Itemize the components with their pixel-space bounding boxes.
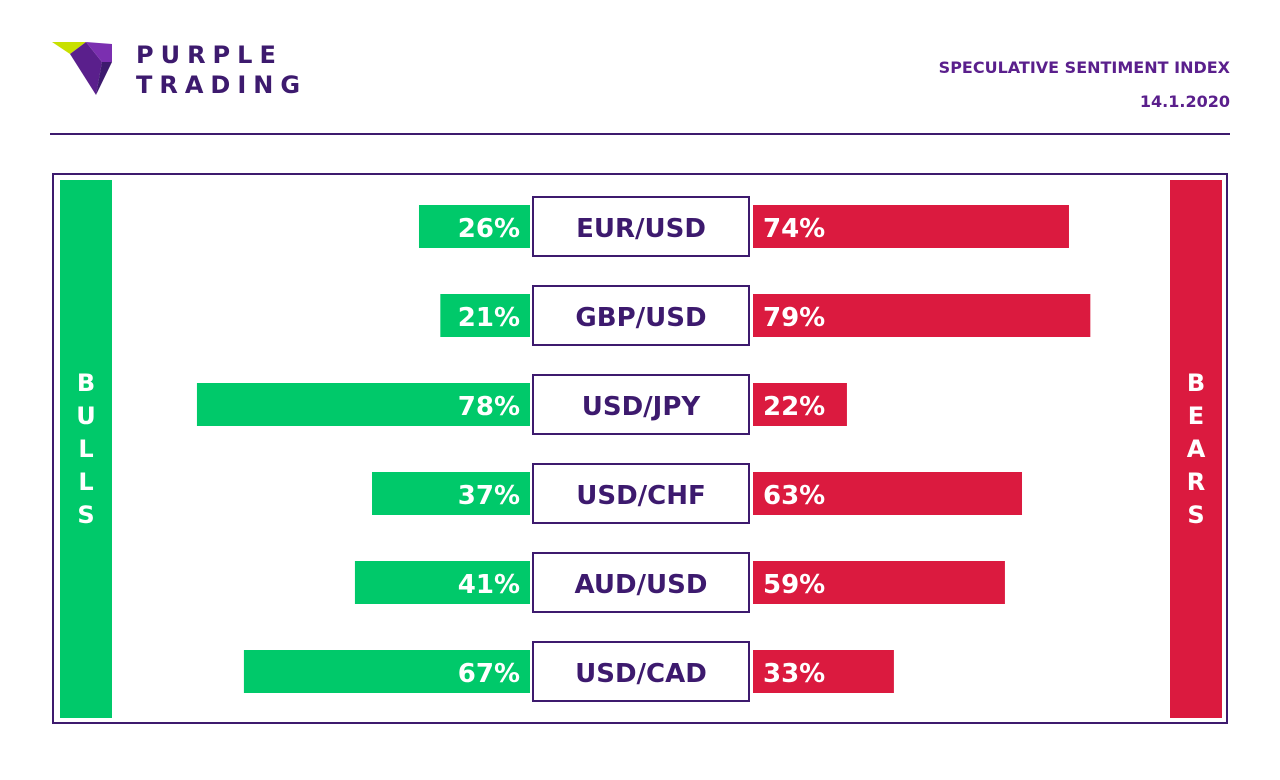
bear-bar [753, 205, 1069, 248]
bull-value-label: 41% [458, 570, 520, 600]
bull-value-label: 21% [458, 303, 520, 333]
bears-label-letter: B [1186, 368, 1206, 397]
bear-value-label: 74% [763, 214, 825, 244]
header-divider [50, 133, 1230, 135]
pair-label: GBP/USD [575, 303, 706, 333]
bear-value-label: 59% [763, 570, 825, 600]
pair-label-box [532, 552, 750, 613]
brand-line-1: PURPLE [136, 41, 283, 69]
bear-bar [753, 650, 894, 693]
brand-name: PURPLE TRADING [136, 40, 307, 100]
bears-label-letter: E [1187, 401, 1205, 430]
bear-bar [753, 472, 1023, 515]
pair-label-box [532, 641, 750, 702]
chart-frame [52, 173, 1228, 724]
bull-bar [372, 472, 530, 515]
bull-bar [196, 383, 530, 426]
pair-label-box [532, 285, 750, 346]
pair-label-box [532, 374, 750, 435]
bull-value-label: 67% [458, 659, 520, 689]
bulls-label-letter: S [77, 500, 95, 529]
pair-label: USD/JPY [582, 392, 702, 422]
bear-value-label: 63% [763, 481, 825, 511]
bear-value-label: 33% [763, 659, 825, 689]
report-date: 14.1.2020 [1139, 92, 1230, 111]
bulls-label-letter: B [76, 368, 96, 397]
bear-bar [753, 561, 1005, 604]
bull-bar [243, 650, 530, 693]
bull-bar [418, 205, 530, 248]
bull-bar [354, 561, 530, 604]
bulls-label-letter: U [76, 401, 96, 430]
pair-label: USD/CHF [576, 481, 706, 511]
bear-value-label: 79% [763, 303, 825, 333]
pair-label-box [532, 463, 750, 524]
report-title: SPECULATIVE SENTIMENT INDEX [938, 58, 1230, 77]
pair-label: USD/CAD [575, 659, 707, 689]
bears-label-letter: R [1186, 467, 1206, 496]
pair-label: EUR/USD [576, 214, 706, 244]
logo: PURPLE TRADING [52, 40, 312, 100]
pair-label: AUD/USD [575, 570, 708, 600]
bears-label-letter: S [1187, 500, 1205, 529]
bulls-label-letter: L [78, 467, 94, 496]
bear-bar [753, 383, 847, 426]
bull-bar [440, 294, 530, 337]
bulls-label-letter: L [78, 434, 94, 463]
pair-label-box [532, 196, 750, 257]
bull-value-label: 37% [458, 481, 520, 511]
purple-trading-logo-icon [52, 42, 112, 95]
bull-value-label: 26% [458, 214, 520, 244]
bear-bar [753, 294, 1091, 337]
bear-value-label: 22% [763, 392, 825, 422]
bull-value-label: 78% [458, 392, 520, 422]
brand-line-2: TRADING [136, 71, 308, 99]
bears-label-letter: A [1186, 434, 1206, 463]
